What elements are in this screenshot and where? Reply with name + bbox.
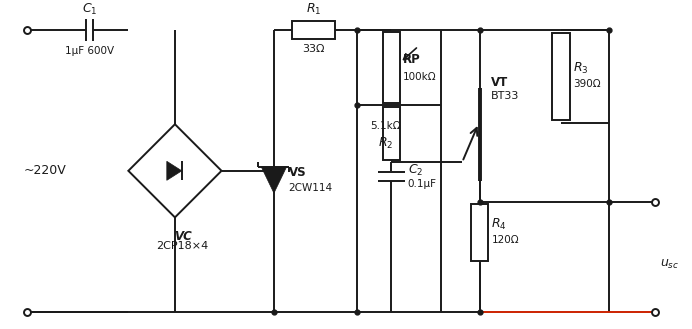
Bar (383, 32, 400, 103)
Text: 1μF 600V: 1μF 600V (65, 46, 114, 56)
Text: 100kΩ: 100kΩ (403, 72, 437, 82)
Text: $u_{sc}$: $u_{sc}$ (660, 258, 680, 271)
Text: 390Ω: 390Ω (573, 79, 601, 89)
Bar (552, 33, 570, 120)
Bar (383, 107, 400, 160)
Text: ~220V: ~220V (24, 164, 66, 177)
Text: $C_2$: $C_2$ (408, 163, 424, 178)
Text: $R_1$: $R_1$ (306, 2, 322, 17)
Text: $R_3$: $R_3$ (573, 62, 588, 76)
Text: 120Ω: 120Ω (491, 235, 519, 245)
Text: VC: VC (174, 230, 192, 243)
Text: VS: VS (289, 166, 306, 179)
Text: $R_4$: $R_4$ (491, 217, 507, 232)
Text: 0.1μF: 0.1μF (408, 179, 437, 189)
Text: $C_1$: $C_1$ (82, 1, 98, 16)
Text: VT: VT (491, 76, 509, 89)
Text: 5.1kΩ: 5.1kΩ (370, 121, 401, 131)
Text: 33Ω: 33Ω (302, 44, 325, 54)
Bar (293, 21, 335, 39)
Polygon shape (167, 161, 182, 180)
Text: $R_2$: $R_2$ (378, 136, 393, 151)
Text: 2CW114: 2CW114 (289, 183, 333, 193)
Polygon shape (262, 167, 286, 193)
Text: BT33: BT33 (491, 91, 520, 101)
Text: 2CP18×4: 2CP18×4 (156, 241, 209, 251)
Bar (471, 204, 489, 261)
Text: RP: RP (403, 53, 421, 66)
